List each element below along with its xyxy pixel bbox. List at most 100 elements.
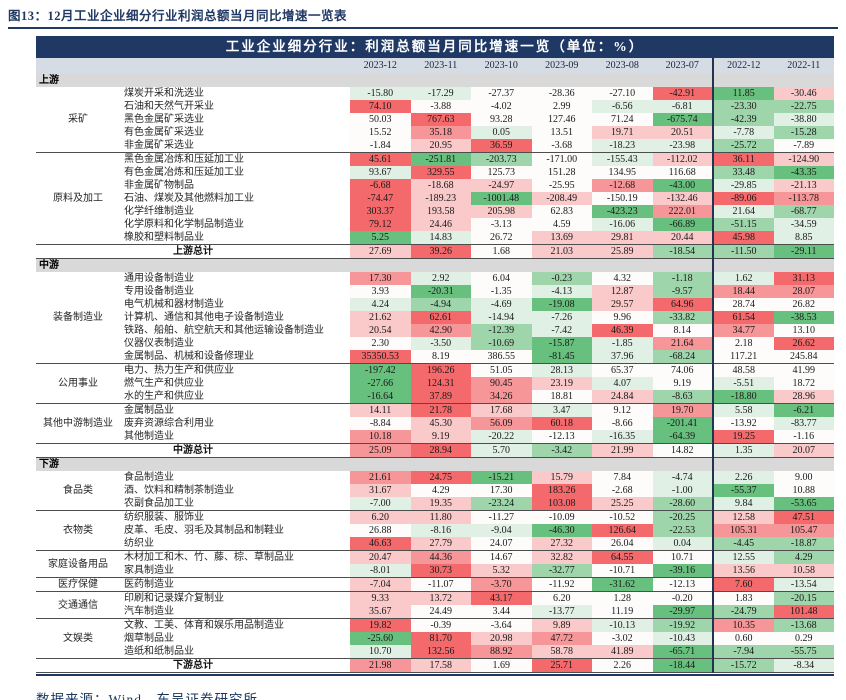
table-row: 有色金属冶炼和压延加工业 93.67 329.55 125.73 151.28 134.9… [36,166,834,179]
column-header: 2023-09 [531,58,592,74]
industry-label: 纺织服装、服饰业 [120,510,350,524]
value-cell: 47.51 [773,510,834,524]
table-row: 化学原料和化学制品制造业 79.12 24.46 -3.13 4.59 -16.06 -66… [36,218,834,231]
value-cell: 56.09 [471,417,532,430]
value-cell: 43.17 [471,591,532,605]
table-row: 金属制品、机械和设备修理业 35350.53 8.19 386.55 -81.45 37.… [36,350,834,364]
value-cell: -8.63 [652,390,713,404]
value-cell: -18.80 [712,390,774,404]
value-cell: 21.98 [350,658,411,673]
value-cell: -11.07 [410,577,471,592]
table-row: 铁路、船舶、航空航天和其他运输设备制造业 20.54 42.90 -12.39 -7.4… [36,324,834,337]
section-band: 上游 [36,74,713,87]
value-cell: 101.48 [773,605,834,619]
value-cell: 28.13 [531,363,592,377]
industry-label: 家具制造业 [124,565,174,576]
value-cell: -8.84 [350,417,411,430]
industry-label: 通用设备制造业 [124,273,194,284]
industry-label: 仪器仪表制造业 [124,338,194,349]
value-cell: 45.98 [712,231,774,245]
table-row: 皮革、毛皮、羽毛及其制品和制鞋业 26.88 -8.16 -9.04 -46.30 126… [36,524,834,537]
value-cell: 4.24 [350,298,411,311]
value-cell: 20.95 [410,139,471,153]
value-cell: -15.80 [350,87,411,100]
section-band-row: 中游 [36,258,834,272]
value-cell: -6.56 [592,100,653,113]
value-cell: 13.69 [531,231,592,245]
value-cell: 28.74 [712,298,774,311]
value-cell: 26.04 [592,537,653,551]
value-cell: 21.61 [350,471,411,484]
value-cell: -4.69 [471,298,532,311]
value-cell: -65.71 [652,645,713,659]
value-cell: 74.10 [350,100,411,113]
header-blank-cell [36,58,350,74]
value-cell: -24.79 [712,605,774,619]
value-cell: 37.89 [410,390,471,404]
column-header: 2023-08 [592,58,653,74]
value-cell: 18.72 [773,377,834,390]
table-row: 非金属矿采选业 -1.84 20.95 36.59 -3.68 -18.23 -23.98-… [36,139,834,153]
value-cell: 17.58 [410,658,471,673]
table-row: 非金属矿物制品 -6.68 -18.68 -24.97 -25.95 -12.68 -43.… [36,179,834,192]
value-cell: -9.04 [471,524,532,537]
value-cell: 12.55 [712,550,774,564]
value-cell: 1.28 [592,591,653,605]
industry-label: 文教、工美、体育和娱乐用品制造业 [120,618,350,632]
value-cell: 36.59 [471,139,532,153]
value-cell: -3.64 [471,618,532,632]
value-cell: -23.30 [712,100,774,113]
value-cell: -132.46 [652,192,713,205]
industry-label: 农副食品加工业 [124,498,194,509]
value-cell: -171.00 [531,152,592,166]
value-cell: 41.99 [773,363,834,377]
value-cell: -1.35 [471,285,532,298]
value-cell: 9.00 [773,471,834,484]
industry-label: 铁路、船舶、航空航天和其他运输设备制造业 [124,325,324,336]
total-row: 中游总计 25.09 28.94 5.70 -3.42 21.99 14.82 1.35 20.… [36,443,834,458]
value-cell: 125.73 [471,166,532,179]
value-cell: 222.01 [652,205,713,218]
table-row: 废弃资源综合利用业 -8.84 45.30 56.09 60.18 -8.66 -201.4… [36,417,834,430]
value-cell: 116.68 [652,166,713,179]
profit-table: 工业企业细分行业：利润总额当月同比增速一览（单位：%） 2023-12 2023-… [36,36,834,673]
value-cell: 15.52 [350,126,411,139]
value-cell: 10.71 [652,550,713,564]
value-cell: -7.26 [531,311,592,324]
value-cell: 35.67 [350,605,411,619]
value-cell: 28.07 [773,285,834,298]
section-band: 中游 [36,258,713,272]
value-cell: 46.63 [350,537,411,551]
value-cell: 10.58 [773,564,834,578]
table-row: 仪器仪表制造业 2.30 -3.50 -10.69 -15.87 -1.85 21.64 2.… [36,337,834,350]
value-cell: -15.28 [773,126,834,139]
value-cell: 62.83 [531,205,592,218]
value-cell: -11.27 [471,510,532,524]
value-cell: 21.99 [592,443,653,458]
value-cell: 20.44 [652,231,713,245]
industry-label: 橡胶和塑料制品业 [124,232,204,243]
table-row: 石油和天然气开采业 74.10 -3.88 -4.02 2.99 -6.56 -6.81 -2… [36,100,834,113]
group-label: 原料及加工 [36,152,120,245]
value-cell: 20.98 [471,632,532,645]
table-row: 家具制造业 -8.01 30.73 5.32 -32.77 -10.71 -39.16 13.… [36,564,834,578]
date-header-row: 2023-12 2023-11 2023-10 2023-09 2023-08 2023-… [36,58,834,74]
value-cell: -83.77 [773,417,834,430]
total-label: 中游总计 [36,443,350,458]
value-cell: 9.12 [592,403,653,417]
value-cell: 64.96 [652,298,713,311]
table-row: 原料及加工 黑色金属冶炼和压延加工业 45.61 -251.81 -203.73 -171… [36,152,834,245]
table-row: 烟草制品业 -25.60 81.70 20.98 47.72 -3.02 -10.43 0.6… [36,632,834,645]
value-cell: 13.56 [712,564,774,578]
value-cell: -1001.48 [471,192,532,205]
value-cell: 60.18 [531,417,592,430]
value-cell: 31.67 [350,484,411,497]
value-cell: 2.99 [531,100,592,113]
value-cell: 5.70 [471,443,532,458]
value-cell: -55.75 [773,645,834,659]
value-cell: -55.37 [712,484,774,497]
value-cell: 8.14 [652,324,713,337]
value-cell: 2.26 [592,658,653,673]
value-cell: -7.00 [350,497,411,511]
value-cell: 31.13 [773,272,834,285]
